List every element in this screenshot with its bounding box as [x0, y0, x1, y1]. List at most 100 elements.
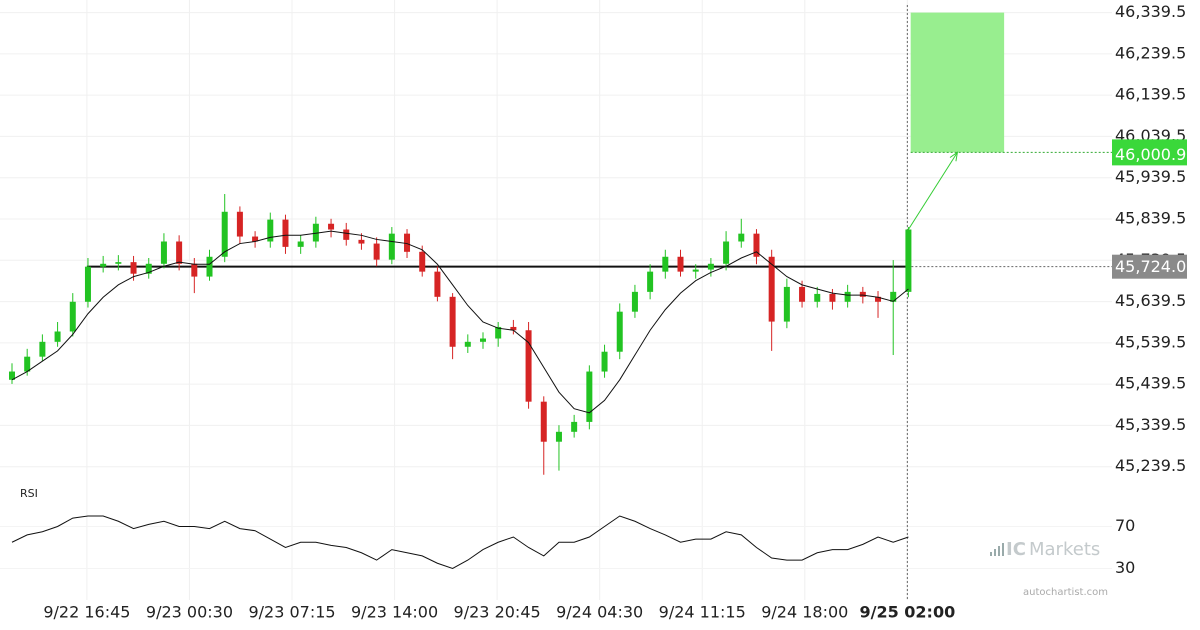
candle-body	[434, 271, 441, 297]
candle-body	[738, 233, 745, 242]
candle-body	[875, 296, 882, 302]
candle-body	[890, 291, 897, 302]
rsi-tick-label: 70	[1115, 516, 1135, 535]
candle-body	[525, 330, 532, 402]
x-tick-label: 9/24 18:00	[761, 603, 848, 622]
candle-body	[859, 291, 866, 297]
candle-body	[510, 326, 517, 331]
candle-body	[707, 263, 714, 270]
x-tick-label: 9/23 14:00	[351, 603, 438, 622]
y-tick-label: 46,339.5	[1115, 2, 1186, 21]
y-tick-label: 46,239.5	[1115, 43, 1186, 62]
target-price-label: 46,000.9	[1115, 145, 1186, 164]
candle-body	[221, 211, 228, 257]
candle-body	[191, 263, 198, 277]
candle-body	[69, 301, 76, 332]
candle-body	[586, 371, 593, 422]
candle-body	[753, 233, 760, 257]
x-tick-label: 9/24 11:15	[659, 603, 746, 622]
candle-body	[449, 296, 456, 347]
candle-body	[39, 341, 46, 357]
y-tick-label: 45,439.5	[1115, 374, 1186, 393]
candle-body	[419, 251, 426, 272]
moving-average	[11, 230, 909, 414]
candle-body	[130, 262, 137, 274]
logo-bar	[994, 549, 996, 556]
candle-body	[677, 256, 684, 272]
logo-bar	[990, 552, 992, 556]
candle-body	[844, 291, 851, 302]
brand-prefix: IC	[1006, 539, 1026, 560]
candle-body	[479, 338, 486, 342]
candle-body	[358, 239, 365, 244]
candle-body	[571, 421, 578, 432]
candle-body	[373, 243, 380, 260]
forecast-arrow	[907, 152, 958, 230]
x-tick-label: 9/23 07:15	[248, 603, 335, 622]
candle-body	[84, 266, 91, 302]
candle-body	[328, 223, 335, 230]
candle-body	[312, 223, 319, 242]
x-tick-label: 9/23 20:45	[454, 603, 541, 622]
candle-body	[768, 256, 775, 322]
candle-body	[540, 401, 547, 442]
candle-body	[495, 326, 502, 339]
candle-body	[723, 241, 730, 264]
candle-body	[647, 271, 654, 292]
rsi-line	[11, 515, 909, 570]
candle-body	[282, 219, 289, 247]
arrow-head	[949, 151, 959, 162]
candle-body	[145, 263, 152, 274]
candle-body	[343, 229, 350, 240]
candle-body	[601, 351, 608, 372]
candle-body	[616, 311, 623, 352]
y-tick-label: 46,139.5	[1115, 85, 1186, 104]
level-price-label: 45,724.0	[1115, 257, 1186, 276]
x-tick-label: 9/25 02:00	[859, 603, 955, 622]
logo-bar	[998, 546, 1000, 556]
candle-body	[631, 291, 638, 312]
y-tick-label: 45,539.5	[1115, 332, 1186, 351]
candle-body	[54, 331, 61, 342]
x-tick-label: 9/24 04:30	[556, 603, 643, 622]
candle-body	[799, 286, 806, 302]
candle-body	[252, 236, 259, 242]
candle-body	[236, 211, 243, 237]
brand-name: Markets	[1029, 539, 1100, 560]
candle-body	[829, 293, 836, 302]
candle-body	[783, 286, 790, 322]
x-tick-label: 9/22 16:45	[43, 603, 130, 622]
x-tick-label: 9/23 00:30	[146, 603, 233, 622]
y-tick-label: 45,839.5	[1115, 209, 1186, 228]
y-tick-label: 45,239.5	[1115, 456, 1186, 475]
candle-body	[464, 341, 471, 347]
candle-body	[388, 233, 395, 260]
candle-body	[905, 229, 912, 292]
brand-logo: IC Markets	[990, 539, 1100, 560]
candle-body	[267, 219, 274, 242]
y-tick-label: 45,339.5	[1115, 415, 1186, 434]
candle-body	[662, 256, 669, 272]
candle-body	[115, 262, 122, 264]
candle-body	[100, 263, 107, 267]
candle-body	[8, 371, 15, 380]
source: autochartist.com	[1023, 587, 1108, 598]
candle-body	[206, 256, 213, 277]
candle-body	[24, 356, 31, 372]
candle-body	[176, 241, 183, 264]
rsi-tick-label: 30	[1115, 558, 1135, 577]
candle-body	[297, 241, 304, 247]
candle-body	[692, 269, 699, 272]
level-price-box	[1112, 254, 1187, 279]
candle-body	[404, 233, 411, 252]
target-zone	[910, 12, 1005, 153]
y-tick-label: 45,939.5	[1115, 167, 1186, 186]
y-tick-label: 45,639.5	[1115, 291, 1186, 310]
target-price-box	[1112, 139, 1187, 166]
candle-body	[160, 241, 167, 264]
candle-body	[814, 293, 821, 302]
candle-body	[555, 431, 562, 442]
rsi-title: RSI	[20, 487, 38, 500]
logo-bar	[1002, 543, 1004, 556]
